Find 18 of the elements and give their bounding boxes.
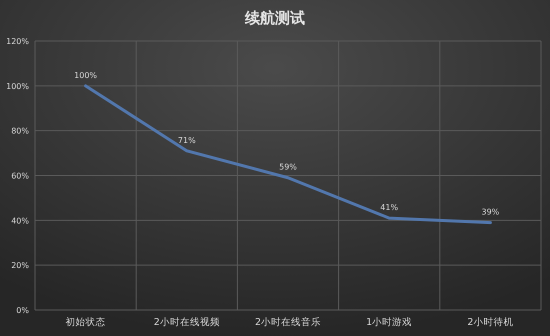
chart-title: 续航测试 bbox=[244, 9, 305, 27]
x-tick-label: 2小时在线音乐 bbox=[254, 316, 322, 328]
text: 71% bbox=[178, 136, 196, 145]
text: 59% bbox=[279, 162, 297, 172]
y-tick-label: 120% bbox=[6, 37, 30, 46]
x-tick-label: 初始状态 bbox=[66, 316, 106, 328]
x-tick-label: 2小时在线视频 bbox=[154, 316, 220, 328]
y-tick-label: 100% bbox=[6, 82, 30, 91]
text: 100% bbox=[74, 70, 98, 80]
y-tick-label: 80% bbox=[11, 126, 30, 136]
x-tick-label: 2小时待机 bbox=[467, 316, 514, 328]
y-tick-label: 60% bbox=[11, 172, 30, 180]
text: 41% bbox=[380, 203, 398, 212]
x-tick-label: 1小时游戏 bbox=[366, 316, 412, 328]
y-tick-label: 40% bbox=[11, 216, 30, 226]
y-tick-label: 20% bbox=[11, 261, 30, 270]
text: 39% bbox=[482, 208, 500, 217]
y-tick-label: 0% bbox=[16, 306, 30, 315]
